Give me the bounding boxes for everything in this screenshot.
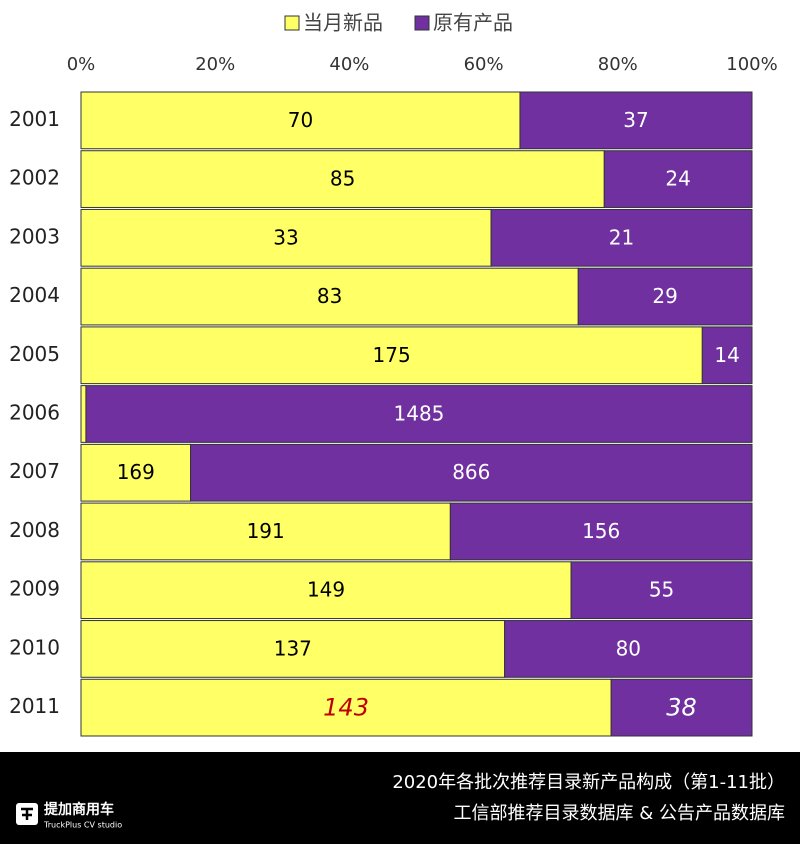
bar-segment xyxy=(80,678,612,737)
x-tick-label: 40% xyxy=(329,54,369,75)
legend-swatch xyxy=(284,15,300,31)
y-tick-label: 2011 xyxy=(9,694,60,718)
x-tick-label: 20% xyxy=(195,54,235,75)
y-tick-label: 2005 xyxy=(9,342,60,366)
data-label: 1485 xyxy=(394,402,445,426)
data-label: 149 xyxy=(307,578,345,602)
bar-segment xyxy=(80,502,451,561)
bar-segment xyxy=(570,561,753,620)
data-label: 143 xyxy=(323,694,369,722)
data-label: 70 xyxy=(288,108,313,132)
data-label: 85 xyxy=(330,167,355,191)
bar-segment xyxy=(85,385,753,443)
legend-swatch xyxy=(414,15,430,31)
bar-segment xyxy=(80,385,87,443)
bar-segment xyxy=(701,326,753,385)
y-tick-label: 2004 xyxy=(9,283,60,307)
y-tick-label: 2003 xyxy=(9,224,60,248)
source: 工信部推荐目录数据库 & 公告产品数据库 xyxy=(454,803,785,824)
x-tick-label: 0% xyxy=(67,54,96,75)
y-tick-label: 2008 xyxy=(9,518,60,542)
legend-label: 当月新品 xyxy=(303,11,383,35)
data-label: 21 xyxy=(609,225,634,249)
bar-segment xyxy=(519,91,753,150)
data-label: 33 xyxy=(273,225,298,249)
bar-segment xyxy=(449,502,753,561)
legend-label: 原有产品 xyxy=(433,11,513,35)
x-tick-label: 80% xyxy=(598,54,638,75)
bar-segment xyxy=(577,267,753,326)
bar-segment xyxy=(80,443,192,502)
data-label: 37 xyxy=(623,108,648,132)
x-tick-label: 60% xyxy=(464,54,504,75)
data-label: 29 xyxy=(652,284,677,308)
footer-band xyxy=(0,752,800,844)
data-label: 191 xyxy=(247,519,285,543)
bar-segment xyxy=(504,620,753,678)
data-label: 80 xyxy=(616,636,641,660)
bar-segment xyxy=(603,150,753,208)
logo-name: 提加商用车 xyxy=(44,801,114,818)
data-label: 24 xyxy=(665,167,690,191)
bar-segment xyxy=(80,150,605,208)
y-tick-label: 2007 xyxy=(9,459,60,483)
x-tick-label: 100% xyxy=(726,54,777,75)
y-tick-label: 2009 xyxy=(9,577,60,601)
data-label: 83 xyxy=(317,284,342,308)
data-label: 169 xyxy=(117,460,155,484)
y-tick-label: 2001 xyxy=(9,107,60,131)
chart-title: 2020年各批次推荐目录新产品构成（第1-11批） xyxy=(392,772,785,793)
bar-segment xyxy=(80,620,506,678)
data-label: 55 xyxy=(649,578,674,602)
bar-segment xyxy=(490,208,753,267)
data-label: 175 xyxy=(373,343,411,367)
data-label: 38 xyxy=(666,694,697,722)
bar-segment xyxy=(610,678,753,737)
y-tick-label: 2006 xyxy=(9,401,60,425)
logo-glyph xyxy=(21,807,33,820)
bar-segment xyxy=(80,326,703,385)
data-label: 14 xyxy=(714,343,739,367)
bar-segment xyxy=(80,561,572,620)
bar-segment xyxy=(80,91,521,150)
bar-segment xyxy=(190,443,753,502)
data-label: 156 xyxy=(582,519,620,543)
logo-subtitle: TruckPlus CV studio xyxy=(43,821,122,830)
bar-segment xyxy=(80,208,492,267)
data-label: 137 xyxy=(274,636,312,660)
y-tick-label: 2002 xyxy=(9,166,60,190)
data-label: 866 xyxy=(452,460,490,484)
y-tick-label: 2010 xyxy=(9,635,60,659)
bar-segment xyxy=(80,267,579,326)
